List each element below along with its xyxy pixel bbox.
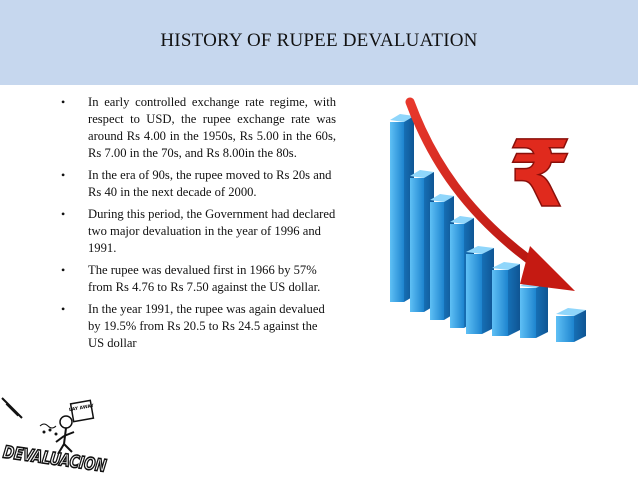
falling-arrow [405, 97, 575, 291]
bullet-item: • In early controlled exchange rate regi… [61, 94, 336, 162]
bullet-text: In the year 1991, the rupee was again de… [88, 302, 325, 350]
rupee-icon: ₹ [508, 121, 572, 228]
bullet-text: The rupee was devalued first in 1966 by … [88, 263, 321, 294]
bullet-text: During this period, the Government had d… [88, 207, 336, 255]
bullet-text: In early controlled exchange rate regime… [88, 95, 336, 160]
bullet-dot: • [61, 95, 66, 109]
bullet-dot: • [61, 168, 66, 182]
bullet-text: In the era of 90s, the rupee moved to Rs… [88, 168, 332, 199]
bar [556, 308, 586, 342]
bullet-item: • The rupee was devalued first in 1966 b… [61, 262, 336, 296]
descending-bars [390, 114, 586, 342]
cartoon-sign: LAY AWAY [69, 403, 95, 413]
rupee-decline-graphic: ₹ [390, 97, 586, 342]
bullet-item: • During this period, the Government had… [61, 206, 336, 257]
bullet-list: • In early controlled exchange rate regi… [61, 94, 336, 357]
devaluation-word: DEVALUACION [2, 442, 108, 476]
cartoon-figure: LAY AWAY [39, 399, 95, 455]
slide-title: HISTORY OF RUPEE DEVALUATION [160, 30, 478, 51]
bullet-dot: • [61, 302, 66, 316]
arrow-head [520, 246, 575, 291]
bullet-item: • In the year 1991, the rupee was again … [61, 301, 336, 352]
bullet-dot: • [61, 263, 66, 277]
bar [492, 262, 520, 336]
bar [520, 280, 548, 338]
devaluation-cartoon: LAY AWAY DEVALUACION [1, 397, 108, 478]
title-banner: HISTORY OF RUPEE DEVALUATION [0, 0, 638, 85]
bullet-dot: • [61, 207, 66, 221]
bar [466, 246, 494, 334]
bullet-item: • In the era of 90s, the rupee moved to … [61, 167, 336, 201]
